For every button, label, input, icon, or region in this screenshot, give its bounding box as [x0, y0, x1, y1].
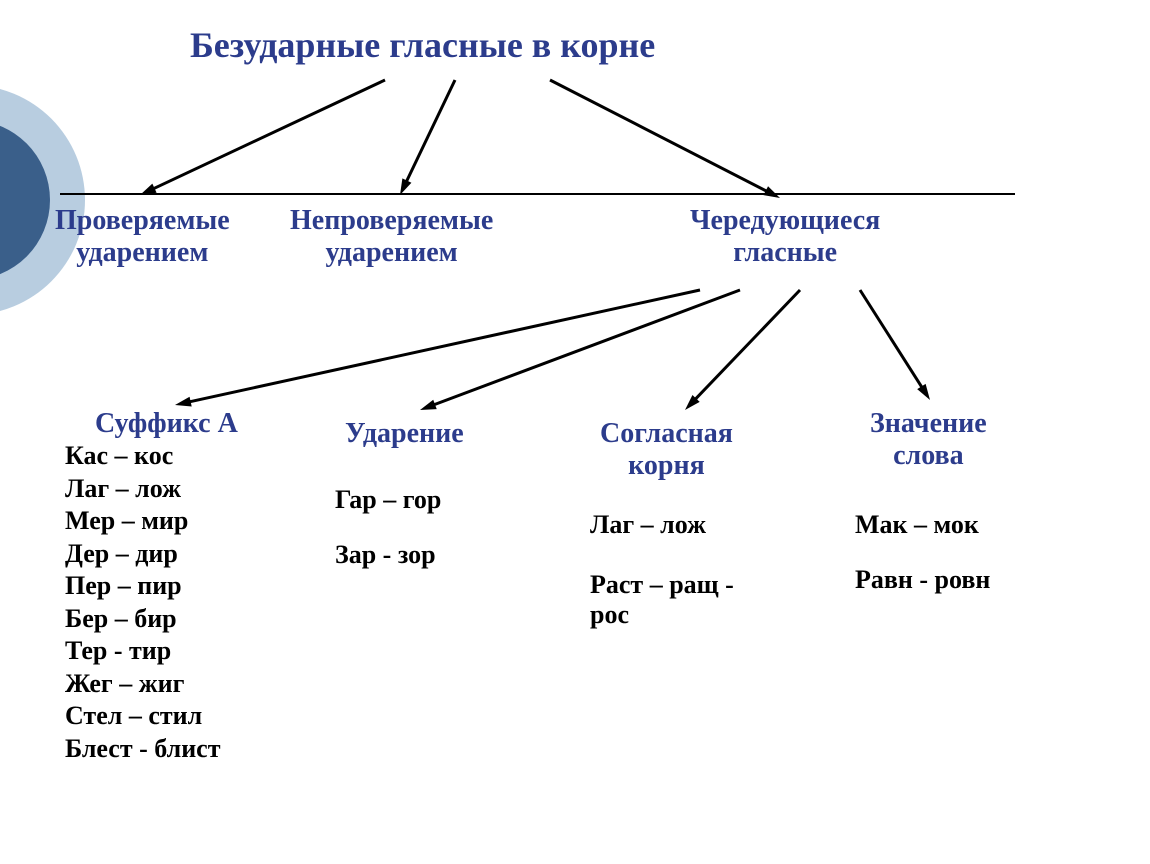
heading-alternating: Чередующиесягласные — [690, 205, 880, 269]
list-item: Зар - зор — [335, 540, 441, 570]
list-item: Тер - тир — [65, 635, 221, 668]
list-item: Блест - блист — [65, 733, 221, 766]
subhead-meaning: Значениеслова — [870, 408, 987, 472]
subhead-consonant: Согласнаякорня — [600, 418, 733, 482]
heading-checkable: Проверяемыеударением — [55, 205, 230, 269]
list-item: Стел – стил — [65, 700, 221, 733]
list-item: Равн - ровн — [855, 565, 990, 595]
list-item: Раст – ращ - рос — [590, 570, 734, 630]
list-item: Лаг – лож — [590, 510, 734, 540]
subhead-suffix-a: Суффикс А — [95, 408, 238, 440]
list-item: Мак – мок — [855, 510, 990, 540]
subhead-stress: Ударение — [345, 418, 464, 450]
divider-line — [60, 193, 1015, 195]
list-consonant: Лаг – лож Раст – ращ - рос — [590, 510, 734, 660]
list-stress: Гар – гор Зар - зор — [335, 485, 441, 595]
list-item: Бер – бир — [65, 603, 221, 636]
list-item: Кас – кос — [65, 440, 221, 473]
page-title: Безударные гласные в корне — [190, 25, 655, 66]
list-item: Пер – пир — [65, 570, 221, 603]
list-meaning: Мак – мок Равн - ровн — [855, 510, 990, 620]
list-item: Мер – мир — [65, 505, 221, 538]
list-item: Жег – жиг — [65, 668, 221, 701]
list-item: Лаг – лож — [65, 473, 221, 506]
list-suffix-a: Кас – косЛаг – ложМер – мирДер – дирПер … — [65, 440, 221, 765]
list-item: Дер – дир — [65, 538, 221, 571]
list-item: Гар – гор — [335, 485, 441, 515]
heading-uncheckable: Непроверяемыеударением — [290, 205, 493, 269]
